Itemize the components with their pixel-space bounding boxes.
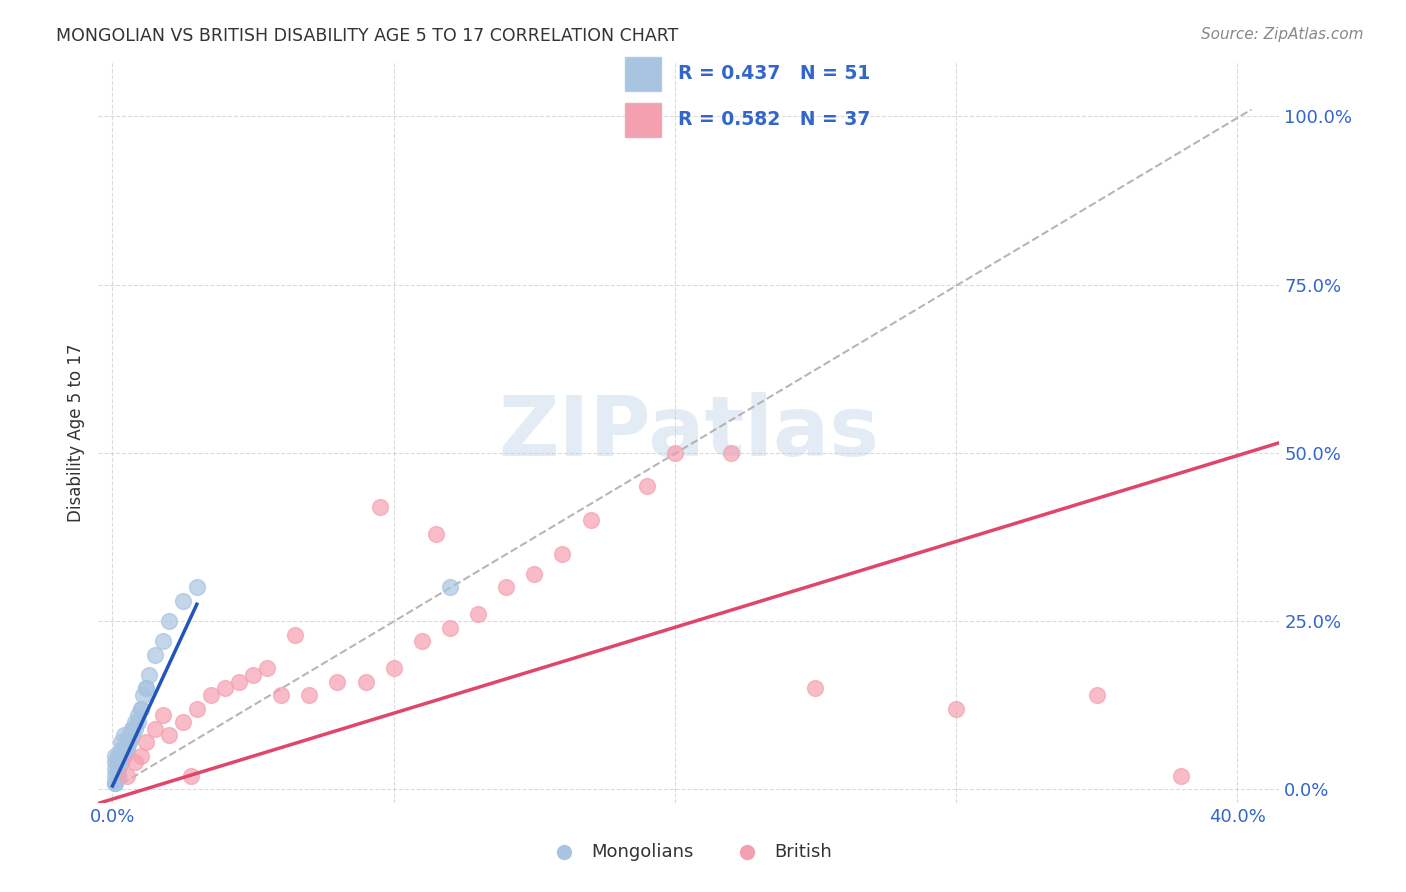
Point — [172, 714, 194, 729]
Point — [110, 756, 132, 770]
Point — [118, 735, 141, 749]
Point — [172, 594, 194, 608]
Point — [112, 742, 135, 756]
Point — [112, 748, 135, 763]
Point — [425, 526, 447, 541]
Point — [152, 634, 174, 648]
Point — [368, 500, 391, 514]
Point — [107, 762, 129, 776]
Point — [104, 775, 127, 789]
Point — [664, 446, 686, 460]
Point — [107, 769, 129, 783]
Point — [326, 674, 349, 689]
Point — [107, 762, 129, 776]
Point — [118, 729, 141, 743]
Point — [945, 701, 967, 715]
Point — [143, 722, 166, 736]
Point — [804, 681, 827, 696]
Point — [186, 581, 208, 595]
Point — [115, 742, 138, 756]
Point — [110, 748, 132, 763]
Y-axis label: Disability Age 5 to 17: Disability Age 5 to 17 — [66, 343, 84, 522]
Point — [214, 681, 236, 696]
Point — [495, 581, 517, 595]
Point — [135, 735, 157, 749]
Point — [112, 729, 135, 743]
Point — [104, 762, 127, 776]
Point — [104, 775, 127, 789]
Point — [1085, 688, 1108, 702]
Point — [1170, 769, 1192, 783]
Point — [129, 701, 152, 715]
Point — [115, 735, 138, 749]
Point — [115, 742, 138, 756]
Text: R = 0.437   N = 51: R = 0.437 N = 51 — [678, 64, 870, 83]
Point — [121, 729, 143, 743]
Point — [270, 688, 292, 702]
Legend: Mongolians, British: Mongolians, British — [538, 836, 839, 868]
Point — [284, 627, 307, 641]
Point — [143, 648, 166, 662]
Point — [121, 722, 143, 736]
Point — [107, 762, 129, 776]
Point — [110, 742, 132, 756]
Point — [121, 722, 143, 736]
Point — [104, 756, 127, 770]
Point — [115, 769, 138, 783]
Point — [242, 668, 264, 682]
Point — [129, 748, 152, 763]
Point — [104, 748, 127, 763]
Point — [439, 581, 461, 595]
Point — [138, 668, 160, 682]
Point — [354, 674, 377, 689]
Point — [118, 735, 141, 749]
Point — [107, 748, 129, 763]
Point — [200, 688, 222, 702]
Text: ZIPatlas: ZIPatlas — [499, 392, 879, 473]
Point — [110, 735, 132, 749]
Point — [720, 446, 742, 460]
Point — [467, 607, 489, 622]
Point — [180, 769, 202, 783]
Point — [124, 756, 146, 770]
Point — [256, 661, 278, 675]
Point — [112, 748, 135, 763]
Point — [298, 688, 321, 702]
Point — [124, 722, 146, 736]
Point — [186, 701, 208, 715]
Point — [135, 681, 157, 696]
Point — [112, 742, 135, 756]
Point — [104, 769, 127, 783]
Point — [110, 756, 132, 770]
Point — [579, 513, 602, 527]
Point — [135, 681, 157, 696]
Point — [107, 769, 129, 783]
Point — [132, 688, 155, 702]
FancyBboxPatch shape — [624, 57, 661, 91]
Point — [129, 701, 152, 715]
Point — [157, 729, 180, 743]
Point — [439, 621, 461, 635]
Point — [110, 756, 132, 770]
Point — [157, 614, 180, 628]
Point — [228, 674, 250, 689]
Point — [382, 661, 405, 675]
Point — [107, 756, 129, 770]
Text: Source: ZipAtlas.com: Source: ZipAtlas.com — [1201, 27, 1364, 42]
Point — [411, 634, 433, 648]
Point — [551, 547, 574, 561]
Point — [127, 714, 149, 729]
Point — [152, 708, 174, 723]
Point — [636, 479, 658, 493]
Text: R = 0.582   N = 37: R = 0.582 N = 37 — [678, 110, 870, 129]
Text: MONGOLIAN VS BRITISH DISABILITY AGE 5 TO 17 CORRELATION CHART: MONGOLIAN VS BRITISH DISABILITY AGE 5 TO… — [56, 27, 679, 45]
Point — [127, 708, 149, 723]
Point — [523, 566, 546, 581]
Point — [104, 775, 127, 789]
FancyBboxPatch shape — [624, 103, 661, 137]
Point — [110, 756, 132, 770]
Point — [124, 714, 146, 729]
